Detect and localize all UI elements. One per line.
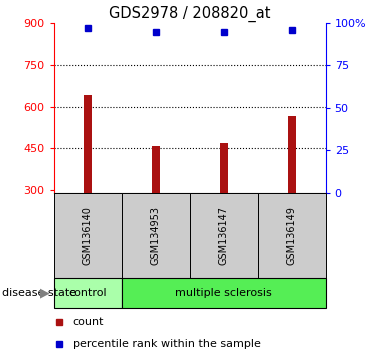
Bar — [54, 193, 122, 278]
Title: GDS2978 / 208820_at: GDS2978 / 208820_at — [109, 5, 270, 22]
Text: GSM136147: GSM136147 — [219, 206, 229, 265]
Text: GSM136140: GSM136140 — [83, 206, 92, 265]
Bar — [84, 96, 92, 193]
Bar — [122, 278, 326, 308]
Bar — [54, 278, 122, 308]
Bar — [190, 193, 258, 278]
Text: GSM136149: GSM136149 — [287, 206, 297, 265]
Text: percentile rank within the sample: percentile rank within the sample — [73, 339, 260, 349]
Text: count: count — [73, 317, 104, 327]
Text: disease state: disease state — [2, 288, 76, 298]
Text: GSM134953: GSM134953 — [151, 206, 161, 265]
Bar — [287, 116, 296, 193]
Text: control: control — [68, 288, 107, 298]
Text: ▶: ▶ — [40, 286, 49, 299]
Bar — [152, 145, 160, 193]
Bar — [219, 143, 228, 193]
Bar — [258, 193, 326, 278]
Text: multiple sclerosis: multiple sclerosis — [175, 288, 272, 298]
Bar — [122, 193, 190, 278]
